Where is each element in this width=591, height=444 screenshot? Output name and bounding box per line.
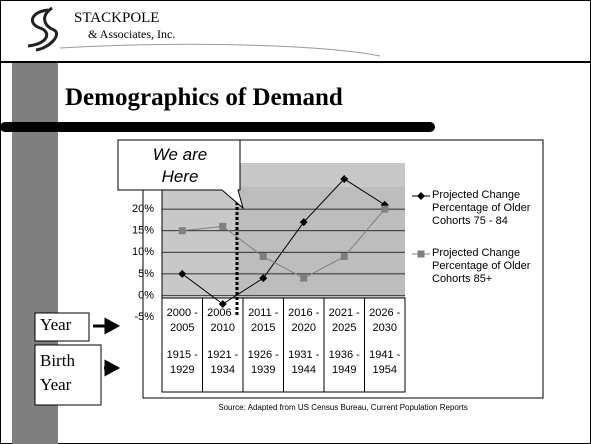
data-point [299,218,308,227]
logo-mark [27,6,59,52]
series-line [181,178,386,305]
y-tick-label: 10% [132,246,154,258]
row-label: Birth Year [40,351,75,394]
birth-year-label: 1915 - 1929 [166,349,198,376]
data-point [178,227,186,235]
birth-year-label: 1941 - 1954 [369,349,401,376]
x-tick-label: 2016 - 2020 [288,307,320,334]
x-tick-label: 2021 - 2025 [328,307,360,334]
series-line [182,208,386,279]
y-tick-label: 0% [138,289,154,301]
y-tick-label: 5% [138,268,154,280]
y-tick-label: -5% [134,311,154,323]
data-point [219,222,227,230]
data-point [178,269,187,278]
title-rule [0,122,435,132]
birth-year-label: 1926 - 1939 [247,349,279,376]
data-point [417,192,425,200]
label-box [34,312,90,342]
logo-tagline: & Associates, Inc. [88,27,176,41]
data-point [259,274,268,283]
birth-year-label: 1936 - 1949 [328,349,360,376]
data-point [381,205,389,213]
row-label: Year [40,315,72,334]
x-tick-label: 2000 - 2005 [166,307,198,334]
birth-year-label: 1921 - 1934 [207,349,239,376]
y-tick-label: 20% [132,203,154,215]
data-point [417,250,425,258]
data-point [340,253,348,261]
label-box [34,344,102,406]
logo-swoosh [59,43,381,57]
arrow [93,317,121,335]
legend-entry: Projected Change Percentage of Older Coh… [432,247,531,285]
data-point [218,300,227,309]
birth-year-label: 1931 - 1944 [288,349,320,376]
data-point [300,274,308,282]
logo-name: STACKPOLE [74,10,160,26]
x-tick-label: 2006 - 2010 [207,307,239,334]
source-note: Source: Adapted from US Census Bureau, C… [218,403,468,412]
annotation: We are Here [152,145,208,186]
data-point [340,174,349,183]
data-point [259,253,267,261]
y-tick-label: 15% [132,225,154,237]
x-tick-label: 2011 - 2015 [248,307,279,334]
arrow [104,359,121,377]
legend-entry: Projected Change Percentage of Older Coh… [432,189,531,227]
callout [117,139,244,210]
x-tick-label: 2026 - 2030 [369,307,401,334]
slide-title: Demographics of Demand [65,84,343,111]
